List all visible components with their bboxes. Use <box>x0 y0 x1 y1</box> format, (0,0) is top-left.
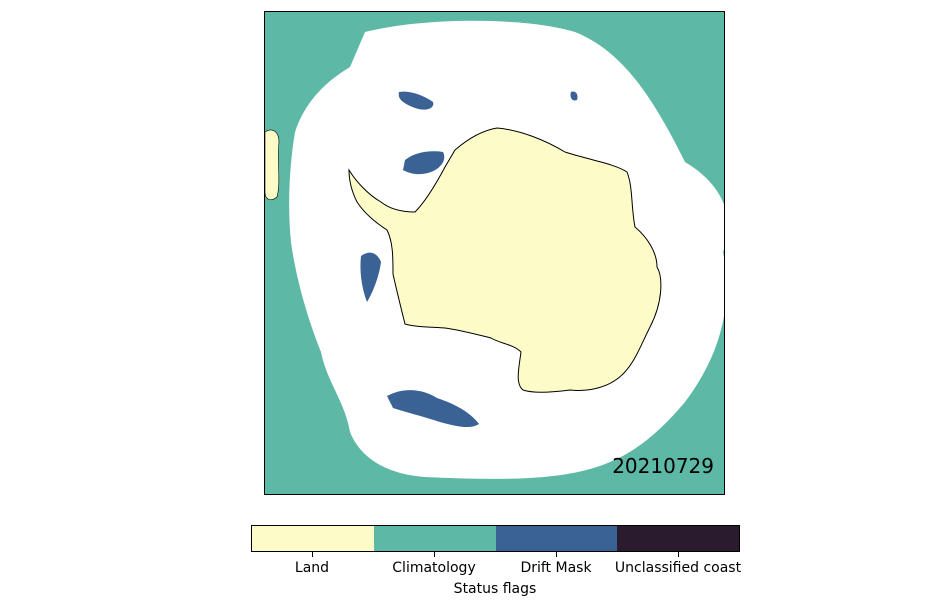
drift-mask-east <box>570 91 578 101</box>
map-panel: 20210729 <box>264 11 725 495</box>
colorbar-label-climatology: Climatology <box>392 560 476 576</box>
status-flags-colorbar <box>251 525 740 552</box>
colorbar-label-land: Land <box>294 560 330 576</box>
colorbar-segment-climatology <box>373 526 496 551</box>
colorbar-segment-drift-mask <box>495 526 618 551</box>
drift-mask-weddell-sea <box>387 390 479 428</box>
drift-mask-north <box>398 91 434 110</box>
colorbar-segment-unclassified-coast <box>617 526 739 551</box>
land-left-edge <box>265 129 280 201</box>
colorbar-label-unclassified-coast: Unclassified coast <box>614 560 742 576</box>
colorbar-tick <box>434 552 435 557</box>
antarctica-land <box>348 127 662 393</box>
drift-mask-bellingshausen <box>360 252 381 302</box>
colorbar-tick <box>678 552 679 557</box>
colorbar-segment-land <box>252 526 374 551</box>
date-stamp: 20210729 <box>612 454 714 478</box>
colorbar-title: Status flags <box>453 581 537 597</box>
antarctic-map <box>265 12 724 494</box>
colorbar-tick <box>556 552 557 557</box>
colorbar-tick <box>312 552 313 557</box>
drift-mask-ross-sea <box>403 151 445 175</box>
colorbar-label-drift-mask: Drift Mask <box>520 560 592 576</box>
